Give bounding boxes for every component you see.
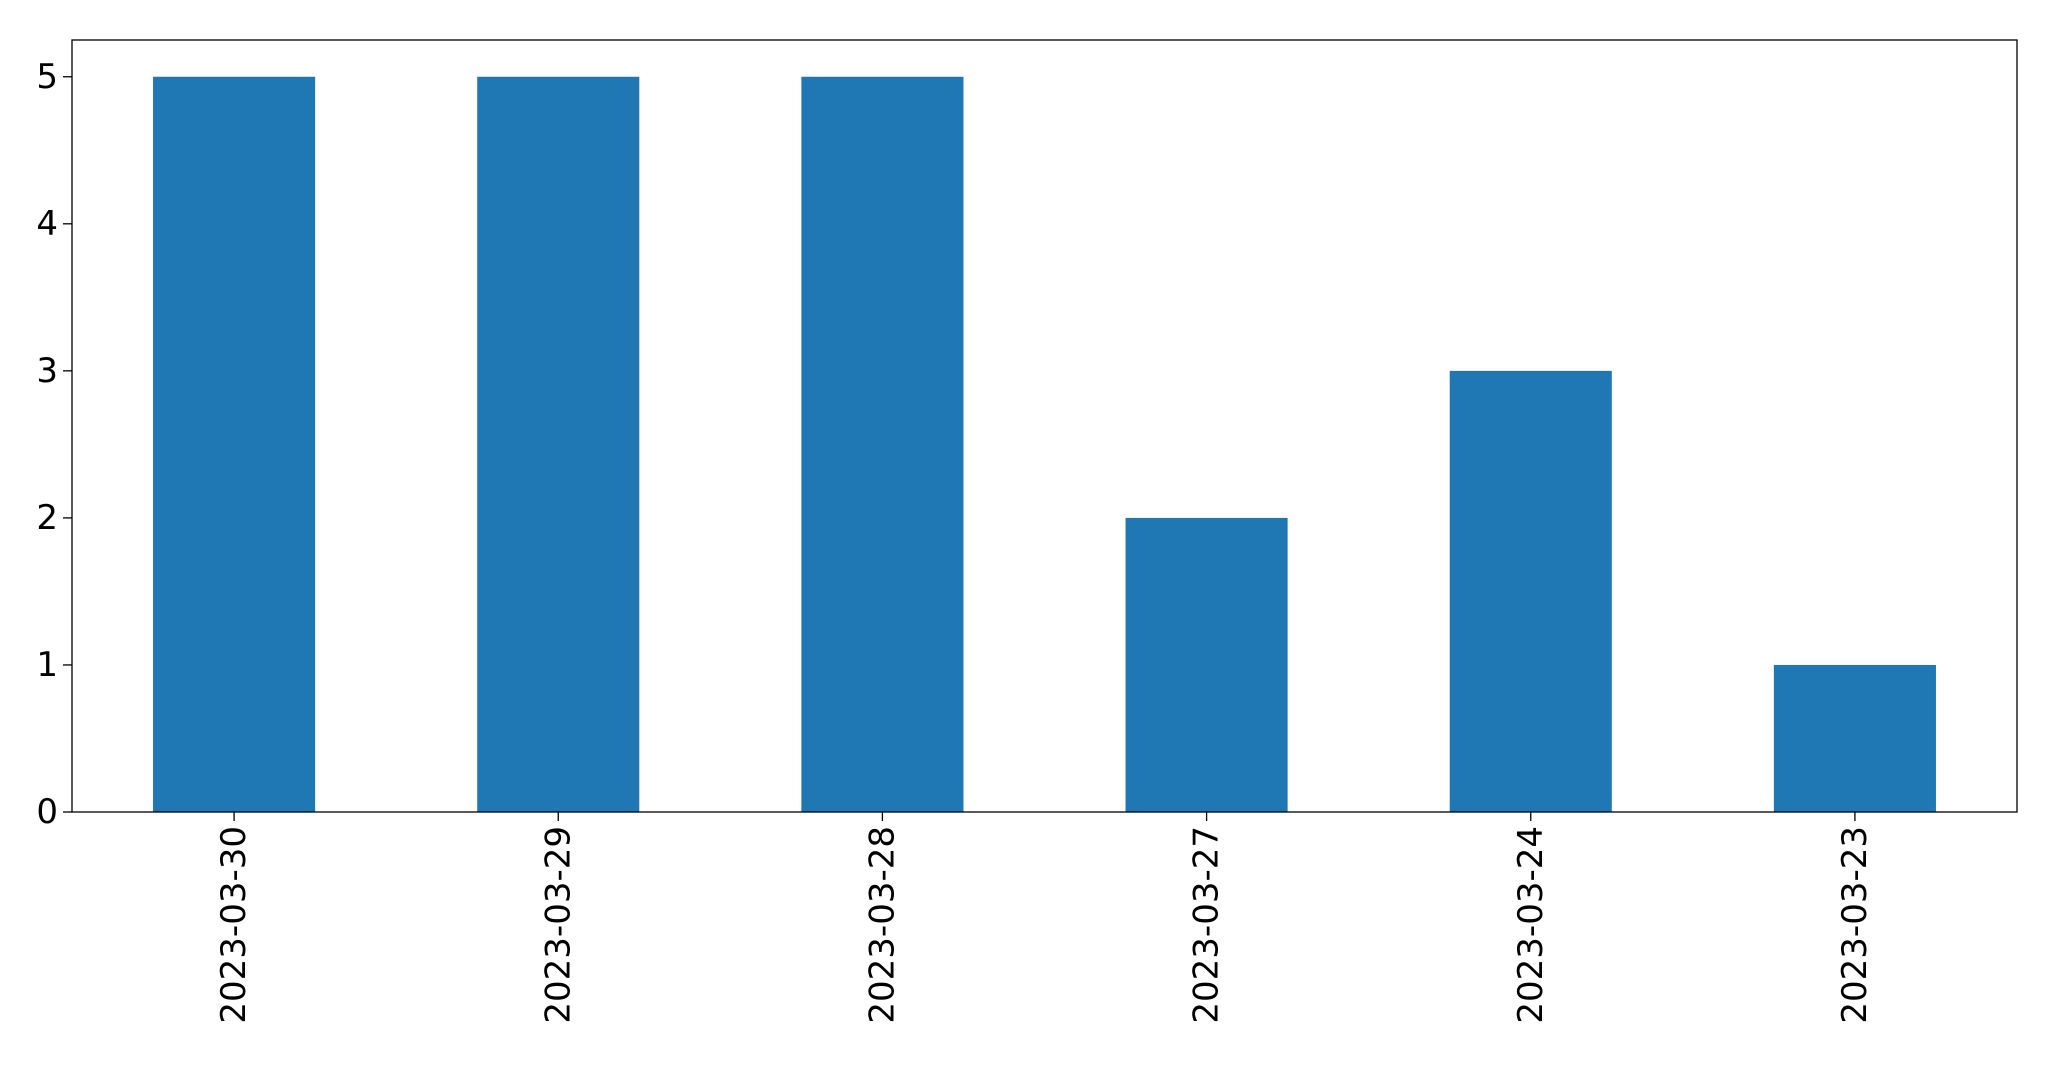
x-tick-label: 2023-03-27 xyxy=(1187,826,1227,1024)
bar-2023-03-24 xyxy=(1449,370,1612,812)
bar-2023-03-27 xyxy=(1125,517,1288,812)
bars-layer xyxy=(153,76,1936,812)
y-axis: 0 1 2 3 4 5 xyxy=(36,57,72,832)
x-tick-label: 2023-03-29 xyxy=(538,826,578,1024)
x-tick-label: 2023-03-24 xyxy=(1511,826,1551,1024)
bar-2023-03-23 xyxy=(1773,664,1936,812)
plot-frame xyxy=(71,39,2018,813)
x-tick-label: 2023-03-30 xyxy=(214,826,254,1024)
y-tick-label: 5 xyxy=(36,57,58,97)
x-tick-label: 2023-03-28 xyxy=(862,826,902,1024)
bar-2023-03-30 xyxy=(153,76,316,812)
x-axis: 2023-03-30 2023-03-29 2023-03-28 2023-03-27… xyxy=(214,812,1875,1024)
y-tick-label: 0 xyxy=(36,792,58,832)
y-tick-label: 2 xyxy=(36,498,58,538)
y-tick-label: 1 xyxy=(36,645,58,685)
bar-2023-03-28 xyxy=(801,76,964,812)
y-tick-label: 4 xyxy=(36,204,58,244)
y-tick-label: 3 xyxy=(36,351,58,391)
x-tick-label: 2023-03-23 xyxy=(1835,826,1875,1024)
bar-2023-03-29 xyxy=(477,76,640,812)
